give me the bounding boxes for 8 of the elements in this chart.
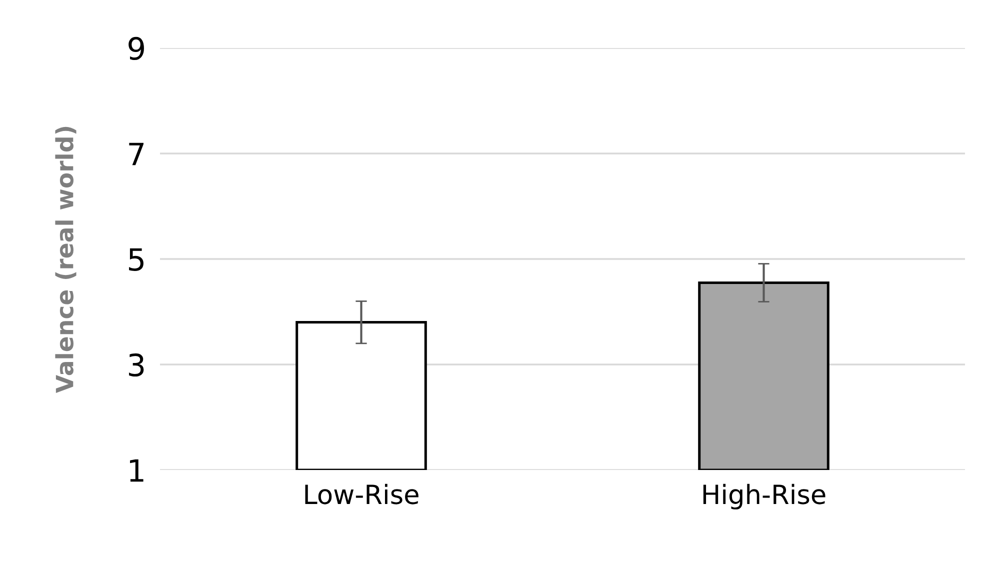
y-tick-label: 3: [129, 353, 144, 377]
y-tick-label: 9: [128, 36, 144, 60]
y-tick-label: 5: [129, 248, 144, 272]
y-tick-label: 1: [130, 459, 144, 482]
y-tick-label: 7: [129, 142, 144, 166]
x-tick-label: High-Rise: [703, 484, 826, 510]
x-tick-label: Low-Rise: [305, 484, 418, 504]
y-axis-title: Valence (real world): [55, 126, 76, 393]
